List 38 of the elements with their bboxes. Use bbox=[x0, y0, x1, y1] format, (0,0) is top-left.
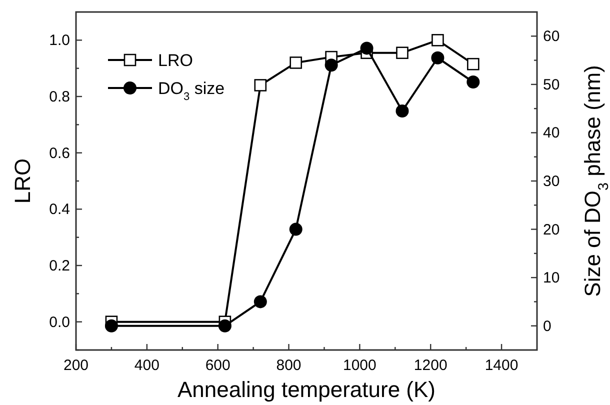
point bbox=[254, 295, 267, 308]
point bbox=[104, 319, 118, 332]
x-tick-label: 800 bbox=[276, 357, 302, 374]
x-tick-label: 200 bbox=[63, 357, 89, 374]
y2-tick-label: 60 bbox=[543, 28, 560, 46]
point bbox=[324, 58, 338, 72]
point bbox=[289, 222, 302, 236]
point bbox=[254, 79, 267, 92]
y2-tick-label: 30 bbox=[543, 173, 560, 190]
y-tick-label: 0.4 bbox=[49, 201, 70, 218]
point bbox=[290, 56, 302, 69]
x-tick-label: 400 bbox=[134, 357, 160, 374]
point bbox=[396, 104, 409, 118]
y2-tick-label: 50 bbox=[543, 76, 560, 94]
y-axis-title: LRO bbox=[10, 158, 35, 204]
point bbox=[396, 46, 408, 59]
y2-tick-label: 20 bbox=[543, 221, 560, 238]
point bbox=[432, 34, 444, 46]
point bbox=[218, 319, 232, 332]
point bbox=[466, 76, 480, 89]
x-tick-label: 1400 bbox=[484, 357, 518, 374]
y-tick-label: 0.0 bbox=[49, 314, 70, 331]
point bbox=[431, 51, 444, 64]
x-tick-label: 1000 bbox=[343, 357, 376, 374]
y2-tick-label: 0 bbox=[543, 318, 552, 335]
y-tick-label: 0.6 bbox=[49, 144, 70, 162]
legend-label: DO$_{3}$ size bbox=[158, 79, 225, 103]
x-tick-label: 600 bbox=[205, 357, 230, 374]
point bbox=[467, 58, 480, 70]
x-tick-label: 1200 bbox=[414, 357, 448, 374]
y-tick-label: 1.0 bbox=[49, 32, 70, 50]
point bbox=[360, 42, 374, 55]
x-axis-title: Annealing temperature (K) bbox=[177, 377, 436, 402]
y2-tick-label: 40 bbox=[543, 124, 560, 142]
legend-label: LRO bbox=[158, 51, 193, 70]
y2-tick-label: 10 bbox=[543, 270, 560, 287]
y-tick-label: 0.8 bbox=[49, 88, 70, 106]
y-tick-label: 0.2 bbox=[49, 258, 70, 274]
